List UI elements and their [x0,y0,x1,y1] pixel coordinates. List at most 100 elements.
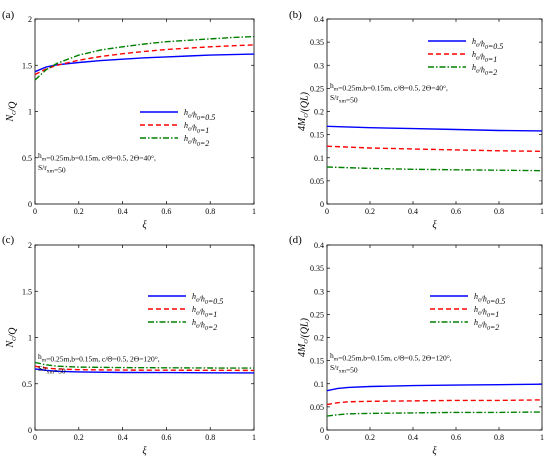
series-line-2 [34,361,255,369]
legend-label: he/h0=1 [472,50,497,64]
series-line-0 [326,383,543,392]
y-tick-label: 0.3 [314,61,324,70]
x-tick-label: 0.4 [408,207,418,216]
y-tick-label: 1 [28,108,32,117]
y-tick-label: 0.3 [314,287,324,296]
y-tick-label: 0.35 [310,264,324,273]
x-tick-label: 0 [33,433,37,442]
y-axis-label: Nc/Q [5,101,19,123]
x-tick-label: 1 [252,207,256,216]
x-tick-label: 0.6 [161,433,171,442]
chart-panel-1: 0 0.2 0.4 0.6 0.8 1 0 0.05 0.1 0.15 0.2 0.25 0.3 0.35… [289,9,544,231]
y-tick-label: 0.15 [310,357,324,366]
annotation-text: S/rxm=50 [330,363,358,375]
legend-label: he/h0=2 [192,318,217,332]
series-line-2 [34,35,255,81]
x-tick-label: 0.4 [118,433,128,442]
series-line-0 [326,125,543,132]
x-tick-label: 0 [33,207,37,216]
annotation-text: hm=0.25m,b=0.15m, c/Θ=0.5, 2Θ=40°, [330,81,448,93]
annotation-text: hm=0.25m,b=0.15m, c/Θ=0.5, 2Θ=40°, [38,151,156,163]
x-tick-label: 0.4 [408,433,418,442]
panel-label: (d) [289,234,302,246]
y-tick-label: 0.05 [310,403,324,412]
plot-frame [326,18,543,205]
annotation-text: S/rxm=50 [38,364,66,376]
annotation-text: hm=0.25m,b=0.15m, c/Θ=0.5, 2Θ=120°, [38,352,160,364]
x-tick-label: 0.4 [118,207,128,216]
legend-label: he/h0=1 [192,305,217,319]
x-axis-label: ξ [432,446,437,457]
y-tick-label: 0.35 [310,38,324,47]
y-tick-label: 0 [320,426,324,435]
x-tick-label: 1 [540,207,544,216]
y-tick-label: 0.1 [314,154,324,163]
y-tick-label: 0.4 [314,15,324,24]
x-tick-label: 0.2 [365,433,375,442]
legend-label: he/h0=0.5 [192,292,223,306]
y-tick-label: 0.5 [22,154,32,163]
panel-label: (b) [289,9,302,21]
annotation-text: hm=0.25m,b=0.15m, c/Θ=0.5, 2Θ=120°, [330,351,452,363]
plot-frame [34,244,255,431]
legend-label: he/h0=0.5 [472,37,503,51]
series-line-2 [326,411,543,417]
y-tick-label: 2 [28,15,32,24]
legend-label: he/h0=2 [472,63,497,77]
y-axis-label: Nc/Q [5,327,19,349]
legend-label: he/h0=1 [184,121,209,135]
x-tick-label: 1 [252,433,256,442]
series-line-1 [326,399,543,406]
annotation-text: S/rxm=50 [330,93,358,105]
y-tick-label: 0.2 [314,108,324,117]
x-tick-label: 0.6 [451,433,461,442]
x-tick-label: 0.6 [161,207,171,216]
y-axis-label: 4Mc/(QL) [297,91,311,131]
x-tick-label: 0 [325,433,329,442]
series-line-1 [326,145,543,152]
x-tick-label: 1 [540,433,544,442]
x-tick-label: 0.6 [451,207,461,216]
series-line-0 [34,368,255,374]
y-tick-label: 0 [320,200,324,209]
series-line-2 [326,166,543,172]
x-tick-label: 0.8 [494,207,504,216]
y-tick-label: 0.25 [310,84,324,93]
panel-label: (a) [2,9,15,21]
chart-panel-0: 0 0.2 0.4 0.6 0.8 1 0 0.5 1 1.5 2 (a) ξ Nc/Q he/h0=0.5… [2,9,256,231]
legend-label: he/h0=2 [474,318,499,332]
y-tick-label: 0.05 [310,177,324,186]
panel-label: (c) [2,234,15,246]
y-tick-label: 1.5 [22,61,32,70]
chart-panel-2: 0 0.2 0.4 0.6 0.8 1 0 0.5 1 1.5 2 (c) ξ Nc/Q he/h0=0.5… [2,234,256,457]
y-tick-label: 0.15 [310,131,324,140]
chart-panel-3: 0 0.2 0.4 0.6 0.8 1 0 0.05 0.1 0.15 0.2 0.25 0.3 0.35… [289,234,544,457]
y-tick-label: 0.2 [314,334,324,343]
x-tick-label: 0.8 [494,433,504,442]
y-tick-label: 0 [28,426,32,435]
x-tick-label: 0.2 [365,207,375,216]
annotation-text: S/rxm=50 [38,163,66,175]
y-tick-label: 1 [28,334,32,343]
y-tick-label: 0 [28,200,32,209]
x-tick-label: 0.2 [74,207,84,216]
y-tick-label: 0.4 [314,241,324,250]
legend-label: he/h0=2 [184,134,209,148]
x-tick-label: 0.8 [205,207,215,216]
y-tick-label: 1.5 [22,287,32,296]
y-axis-label: 4Mc/(QL) [297,317,311,357]
series-line-1 [34,365,255,372]
y-tick-label: 2 [28,241,32,250]
x-tick-label: 0 [325,207,329,216]
x-tick-label: 0.8 [205,433,215,442]
legend-label: he/h0=0.5 [474,292,505,306]
y-tick-label: 0.1 [314,380,324,389]
x-axis-label: ξ [432,220,437,231]
x-tick-label: 0.2 [74,433,84,442]
y-tick-label: 0.5 [22,380,32,389]
y-tick-label: 0.25 [310,310,324,319]
x-axis-label: ξ [142,220,147,231]
legend-label: he/h0=0.5 [184,108,215,122]
x-axis-label: ξ [142,446,147,457]
